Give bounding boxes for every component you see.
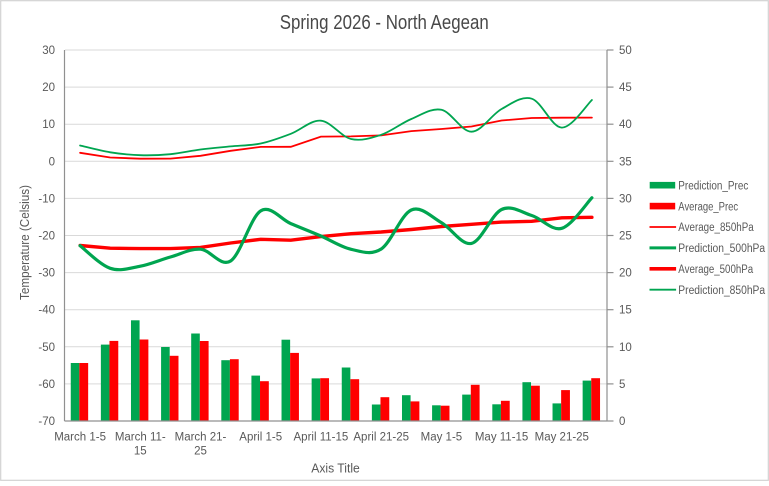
svg-text:-10: -10 (38, 193, 55, 205)
svg-text:25: 25 (194, 446, 207, 458)
svg-text:-60: -60 (38, 379, 55, 391)
svg-text:Axis Title: Axis Title (311, 460, 360, 475)
svg-text:March 11-: March 11- (115, 432, 166, 444)
svg-text:10: 10 (42, 119, 55, 131)
svg-text:10: 10 (619, 342, 632, 354)
svg-text:April 1-5: April 1-5 (239, 432, 282, 444)
svg-text:May 1-5: May 1-5 (421, 432, 463, 444)
svg-text:May 21-25: May 21-25 (535, 432, 589, 444)
svg-text:Spring 2026 - North Aegean: Spring 2026 - North Aegean (280, 12, 489, 34)
svg-text:March 21-: March 21- (175, 432, 227, 444)
svg-text:20: 20 (42, 82, 55, 94)
svg-text:0: 0 (49, 156, 55, 168)
svg-text:20: 20 (619, 268, 632, 280)
svg-text:50: 50 (619, 45, 632, 57)
svg-text:April 21-25: April 21-25 (353, 432, 409, 444)
svg-text:Prediction_Prec: Prediction_Prec (678, 180, 748, 192)
svg-text:Temperature (Celsius): Temperature (Celsius) (17, 185, 32, 300)
svg-text:15: 15 (134, 446, 147, 458)
svg-text:-20: -20 (38, 231, 55, 243)
svg-text:March 1-5: March 1-5 (54, 432, 106, 444)
svg-text:-40: -40 (38, 305, 55, 317)
svg-text:30: 30 (42, 45, 55, 57)
svg-text:Prediction_500hPa: Prediction_500hPa (678, 243, 765, 255)
svg-text:15: 15 (619, 305, 632, 317)
svg-text:-70: -70 (38, 416, 55, 428)
svg-text:-30: -30 (38, 268, 55, 280)
svg-text:25: 25 (619, 231, 632, 243)
svg-text:30: 30 (619, 193, 632, 205)
svg-text:40: 40 (619, 119, 632, 131)
svg-text:-50: -50 (38, 342, 55, 354)
svg-text:45: 45 (619, 82, 632, 94)
svg-text:0: 0 (619, 416, 625, 428)
svg-text:5: 5 (619, 379, 625, 391)
svg-text:May 11-15: May 11-15 (475, 432, 528, 444)
svg-text:Prediction_850hPa: Prediction_850hPa (678, 285, 765, 297)
svg-text:35: 35 (619, 156, 632, 168)
svg-text:April 11-15: April 11-15 (294, 432, 349, 444)
svg-text:Average_Prec: Average_Prec (678, 201, 738, 213)
svg-text:Average_500hPa: Average_500hPa (678, 264, 753, 276)
svg-text:Average_850hPa: Average_850hPa (678, 222, 754, 234)
